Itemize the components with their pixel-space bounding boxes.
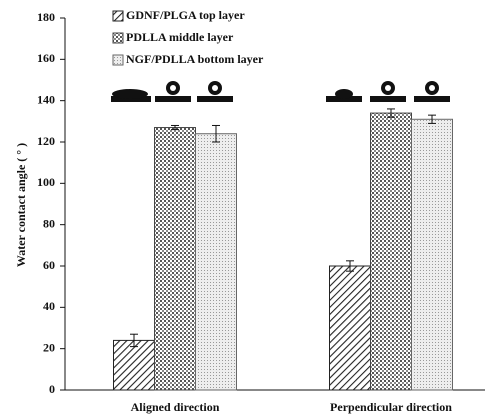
x-tick-label: Perpendicular direction [330, 400, 452, 414]
legend-swatch [113, 55, 123, 65]
legend-swatch [113, 33, 123, 43]
bar [114, 340, 155, 390]
legend-label: PDLLA middle layer [126, 30, 234, 44]
droplet-icons [111, 81, 450, 102]
legend-label: GDNF/PLGA top layer [126, 8, 245, 22]
y-tick-label: 140 [37, 92, 55, 106]
legend-swatch [113, 11, 123, 21]
y-tick-label: 180 [37, 10, 55, 24]
y-tick-label: 40 [43, 299, 55, 313]
y-tick-label: 60 [43, 258, 55, 272]
y-tick-label: 100 [37, 175, 55, 189]
y-tick-label: 80 [43, 216, 55, 230]
y-tick-label: 0 [49, 382, 55, 396]
legend-label: NGF/PDLLA bottom layer [126, 52, 264, 66]
chart: Water contact angle ( ° ) 0 20 40 60 80 100 12… [0, 0, 491, 418]
y-tick-label: 20 [43, 340, 55, 354]
bar [155, 128, 196, 390]
bar [412, 119, 453, 390]
y-axis-label: Water contact angle ( ° ) [14, 143, 28, 267]
bar [196, 134, 237, 390]
bar [371, 113, 412, 390]
y-tick-label: 120 [37, 134, 55, 148]
x-tick-label: Aligned direction [131, 400, 220, 414]
y-tick-label: 160 [37, 51, 55, 65]
bar [330, 266, 371, 390]
